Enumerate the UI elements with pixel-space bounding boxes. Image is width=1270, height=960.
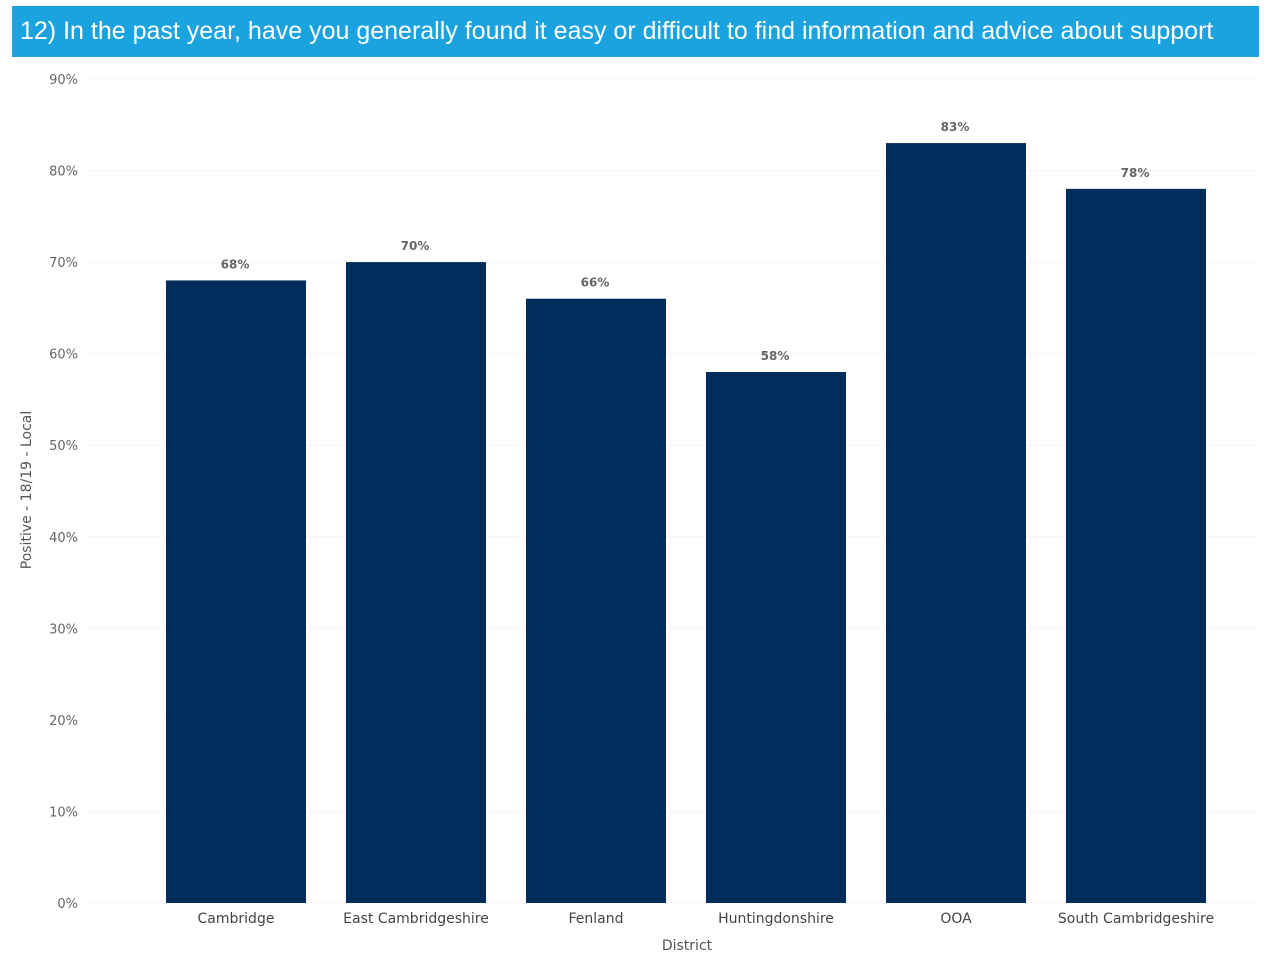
bar[interactable] xyxy=(526,298,666,903)
data-label: 58% xyxy=(761,349,790,363)
y-axis-title: Positive - 18/19 - Local xyxy=(19,411,35,570)
y-tick-label: 90% xyxy=(49,73,78,88)
x-axis-categories: Cambridge East Cambridgeshire Fenland Hunti… xyxy=(198,911,1215,927)
y-tick-label: 60% xyxy=(49,348,78,363)
x-tick-label: Cambridge xyxy=(198,911,275,927)
data-labels: 68% 70% 66% 58% 83% 78% xyxy=(221,120,1150,363)
bars xyxy=(166,143,1206,904)
y-tick-label: 10% xyxy=(49,805,78,820)
y-tick-label: 40% xyxy=(49,531,78,546)
y-tick-label: 50% xyxy=(49,439,78,454)
bar[interactable] xyxy=(706,371,846,903)
data-label: 78% xyxy=(1121,166,1150,180)
y-tick-label: 20% xyxy=(49,714,78,729)
x-tick-label: Fenland xyxy=(568,911,623,927)
gridlines xyxy=(90,78,1258,904)
x-axis-title: District xyxy=(662,938,713,954)
y-tick-label: 70% xyxy=(49,256,78,271)
chart-title: 12) In the past year, have you generally… xyxy=(12,6,1259,57)
y-tick-label: 80% xyxy=(49,165,78,180)
data-label: 83% xyxy=(941,120,970,134)
y-tick-label: 0% xyxy=(57,897,78,912)
x-tick-label: East Cambridgeshire xyxy=(343,911,489,927)
bar[interactable] xyxy=(1066,188,1206,903)
x-tick-label: OOA xyxy=(940,911,972,927)
data-label: 66% xyxy=(581,276,610,290)
y-axis-ticks: 0% 10% 20% 30% 40% 50% 60% 70% 80% 90% xyxy=(49,73,78,912)
x-tick-label: Huntingdonshire xyxy=(718,911,834,927)
x-tick-label: South Cambridgeshire xyxy=(1058,911,1214,927)
y-tick-label: 30% xyxy=(49,622,78,637)
data-label: 68% xyxy=(221,257,250,271)
bar[interactable] xyxy=(886,143,1026,904)
bar[interactable] xyxy=(346,262,486,904)
data-label: 70% xyxy=(401,239,430,253)
bar[interactable] xyxy=(166,280,306,903)
